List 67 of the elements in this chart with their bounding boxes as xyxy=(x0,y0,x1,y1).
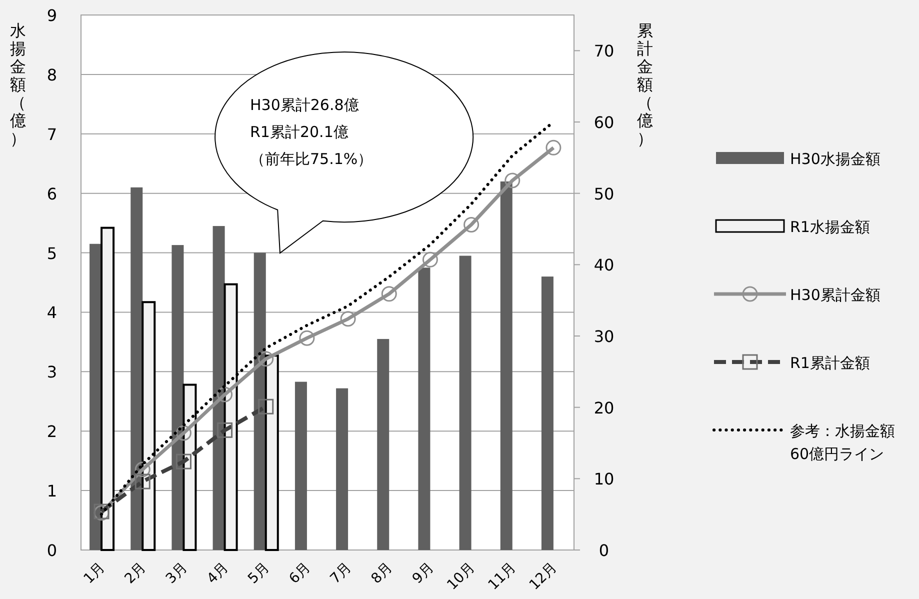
point xyxy=(217,422,233,438)
y2-tick-label: 70 xyxy=(594,42,614,61)
bar xyxy=(418,268,430,550)
y-tick-label: 6 xyxy=(46,184,58,204)
bar xyxy=(90,244,102,550)
x-tick-label: 1月 xyxy=(80,560,108,588)
y2-tick-label: 50 xyxy=(594,184,614,204)
point xyxy=(258,398,274,414)
y-tick-label: 5 xyxy=(46,244,58,263)
point xyxy=(176,454,192,470)
bar xyxy=(254,252,266,550)
point xyxy=(299,330,315,346)
legend-label: R1水揚金額 xyxy=(790,218,870,236)
bar xyxy=(459,256,472,550)
y2-axis-title: 累計金額（億） xyxy=(637,21,653,148)
annotation: （前年比75.1%） xyxy=(250,150,373,168)
y2-tick-label: 60 xyxy=(594,113,614,132)
bar xyxy=(500,181,512,550)
y-tick-label: 3 xyxy=(46,362,58,382)
annotation: R1累計20.1億 xyxy=(250,123,348,141)
y-axis-title: 水揚金額（億） xyxy=(10,21,26,148)
bar xyxy=(264,354,279,551)
point xyxy=(258,351,274,367)
annotation: H30累計26.8億 xyxy=(250,96,359,114)
x-tick-label: 2月 xyxy=(122,560,150,588)
legend-label: H30水揚金額 xyxy=(790,150,880,168)
bar xyxy=(377,338,390,550)
x-tick-label: 3月 xyxy=(163,560,191,588)
x-tick-label: 4月 xyxy=(204,560,232,588)
point xyxy=(217,386,233,402)
point xyxy=(134,462,150,478)
x-tick-label: 9月 xyxy=(410,560,438,588)
x-tick-label: 10月 xyxy=(444,560,478,594)
point xyxy=(134,474,150,490)
point xyxy=(176,425,192,441)
bar xyxy=(294,382,307,550)
y-tick-label: 7 xyxy=(46,124,58,144)
bar xyxy=(172,245,184,550)
x-tick-label: 11月 xyxy=(485,560,520,594)
y2-tick-label: 0 xyxy=(598,541,610,560)
point xyxy=(546,140,562,156)
x-tick-label: 12月 xyxy=(526,560,560,594)
y2-tick-label: 10 xyxy=(594,470,614,489)
y2-tick-label: 40 xyxy=(594,256,614,275)
point xyxy=(340,311,356,327)
y2-tick-label: 20 xyxy=(594,398,614,418)
y-tick-label: 8 xyxy=(46,65,58,84)
bar xyxy=(336,388,348,550)
y-tick-label: 4 xyxy=(46,303,58,322)
y-tick-label: 2 xyxy=(46,422,58,442)
x-tick-label: 6月 xyxy=(286,560,314,588)
y-tick-label: 9 xyxy=(46,6,58,25)
legend-label: R1累計金額 xyxy=(790,354,870,372)
point xyxy=(464,216,480,232)
bar xyxy=(130,187,143,550)
x-tick-label: 5月 xyxy=(245,560,273,588)
x-tick-label: 8月 xyxy=(368,560,396,588)
point xyxy=(422,252,438,268)
point xyxy=(381,286,397,302)
legend-label: 参考：水揚金額60億円ライン xyxy=(790,422,895,463)
y-tick-label: 0 xyxy=(46,541,58,560)
y-tick-label: 1 xyxy=(46,482,58,501)
x-tick-label: 7月 xyxy=(327,560,355,588)
y2-tick-label: 30 xyxy=(594,327,614,346)
bar xyxy=(541,276,554,550)
legend-label: H30累計金額 xyxy=(790,286,880,304)
point xyxy=(504,172,520,188)
